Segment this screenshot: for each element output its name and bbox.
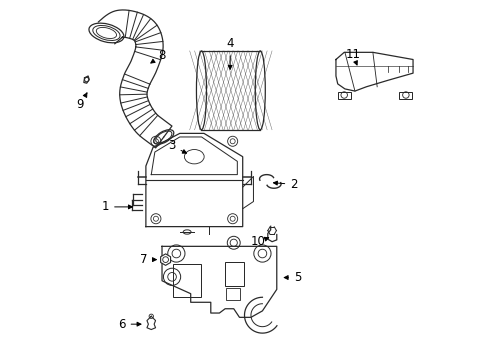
Bar [224,262,244,286]
Text: 2: 2 [273,178,297,191]
Text: 4: 4 [226,37,233,69]
Text: 8: 8 [150,49,165,63]
Bar [172,264,201,297]
Text: 11: 11 [345,48,360,65]
Text: 10: 10 [250,235,268,248]
Text: 5: 5 [284,271,301,284]
Bar [225,288,240,300]
Text: 3: 3 [168,139,186,153]
Text: 7: 7 [140,253,156,266]
Text: 6: 6 [118,318,141,331]
Polygon shape [160,254,170,265]
Bar [337,92,350,99]
Text: 1: 1 [102,201,132,213]
Text: 9: 9 [76,93,87,111]
Bar [399,92,411,99]
